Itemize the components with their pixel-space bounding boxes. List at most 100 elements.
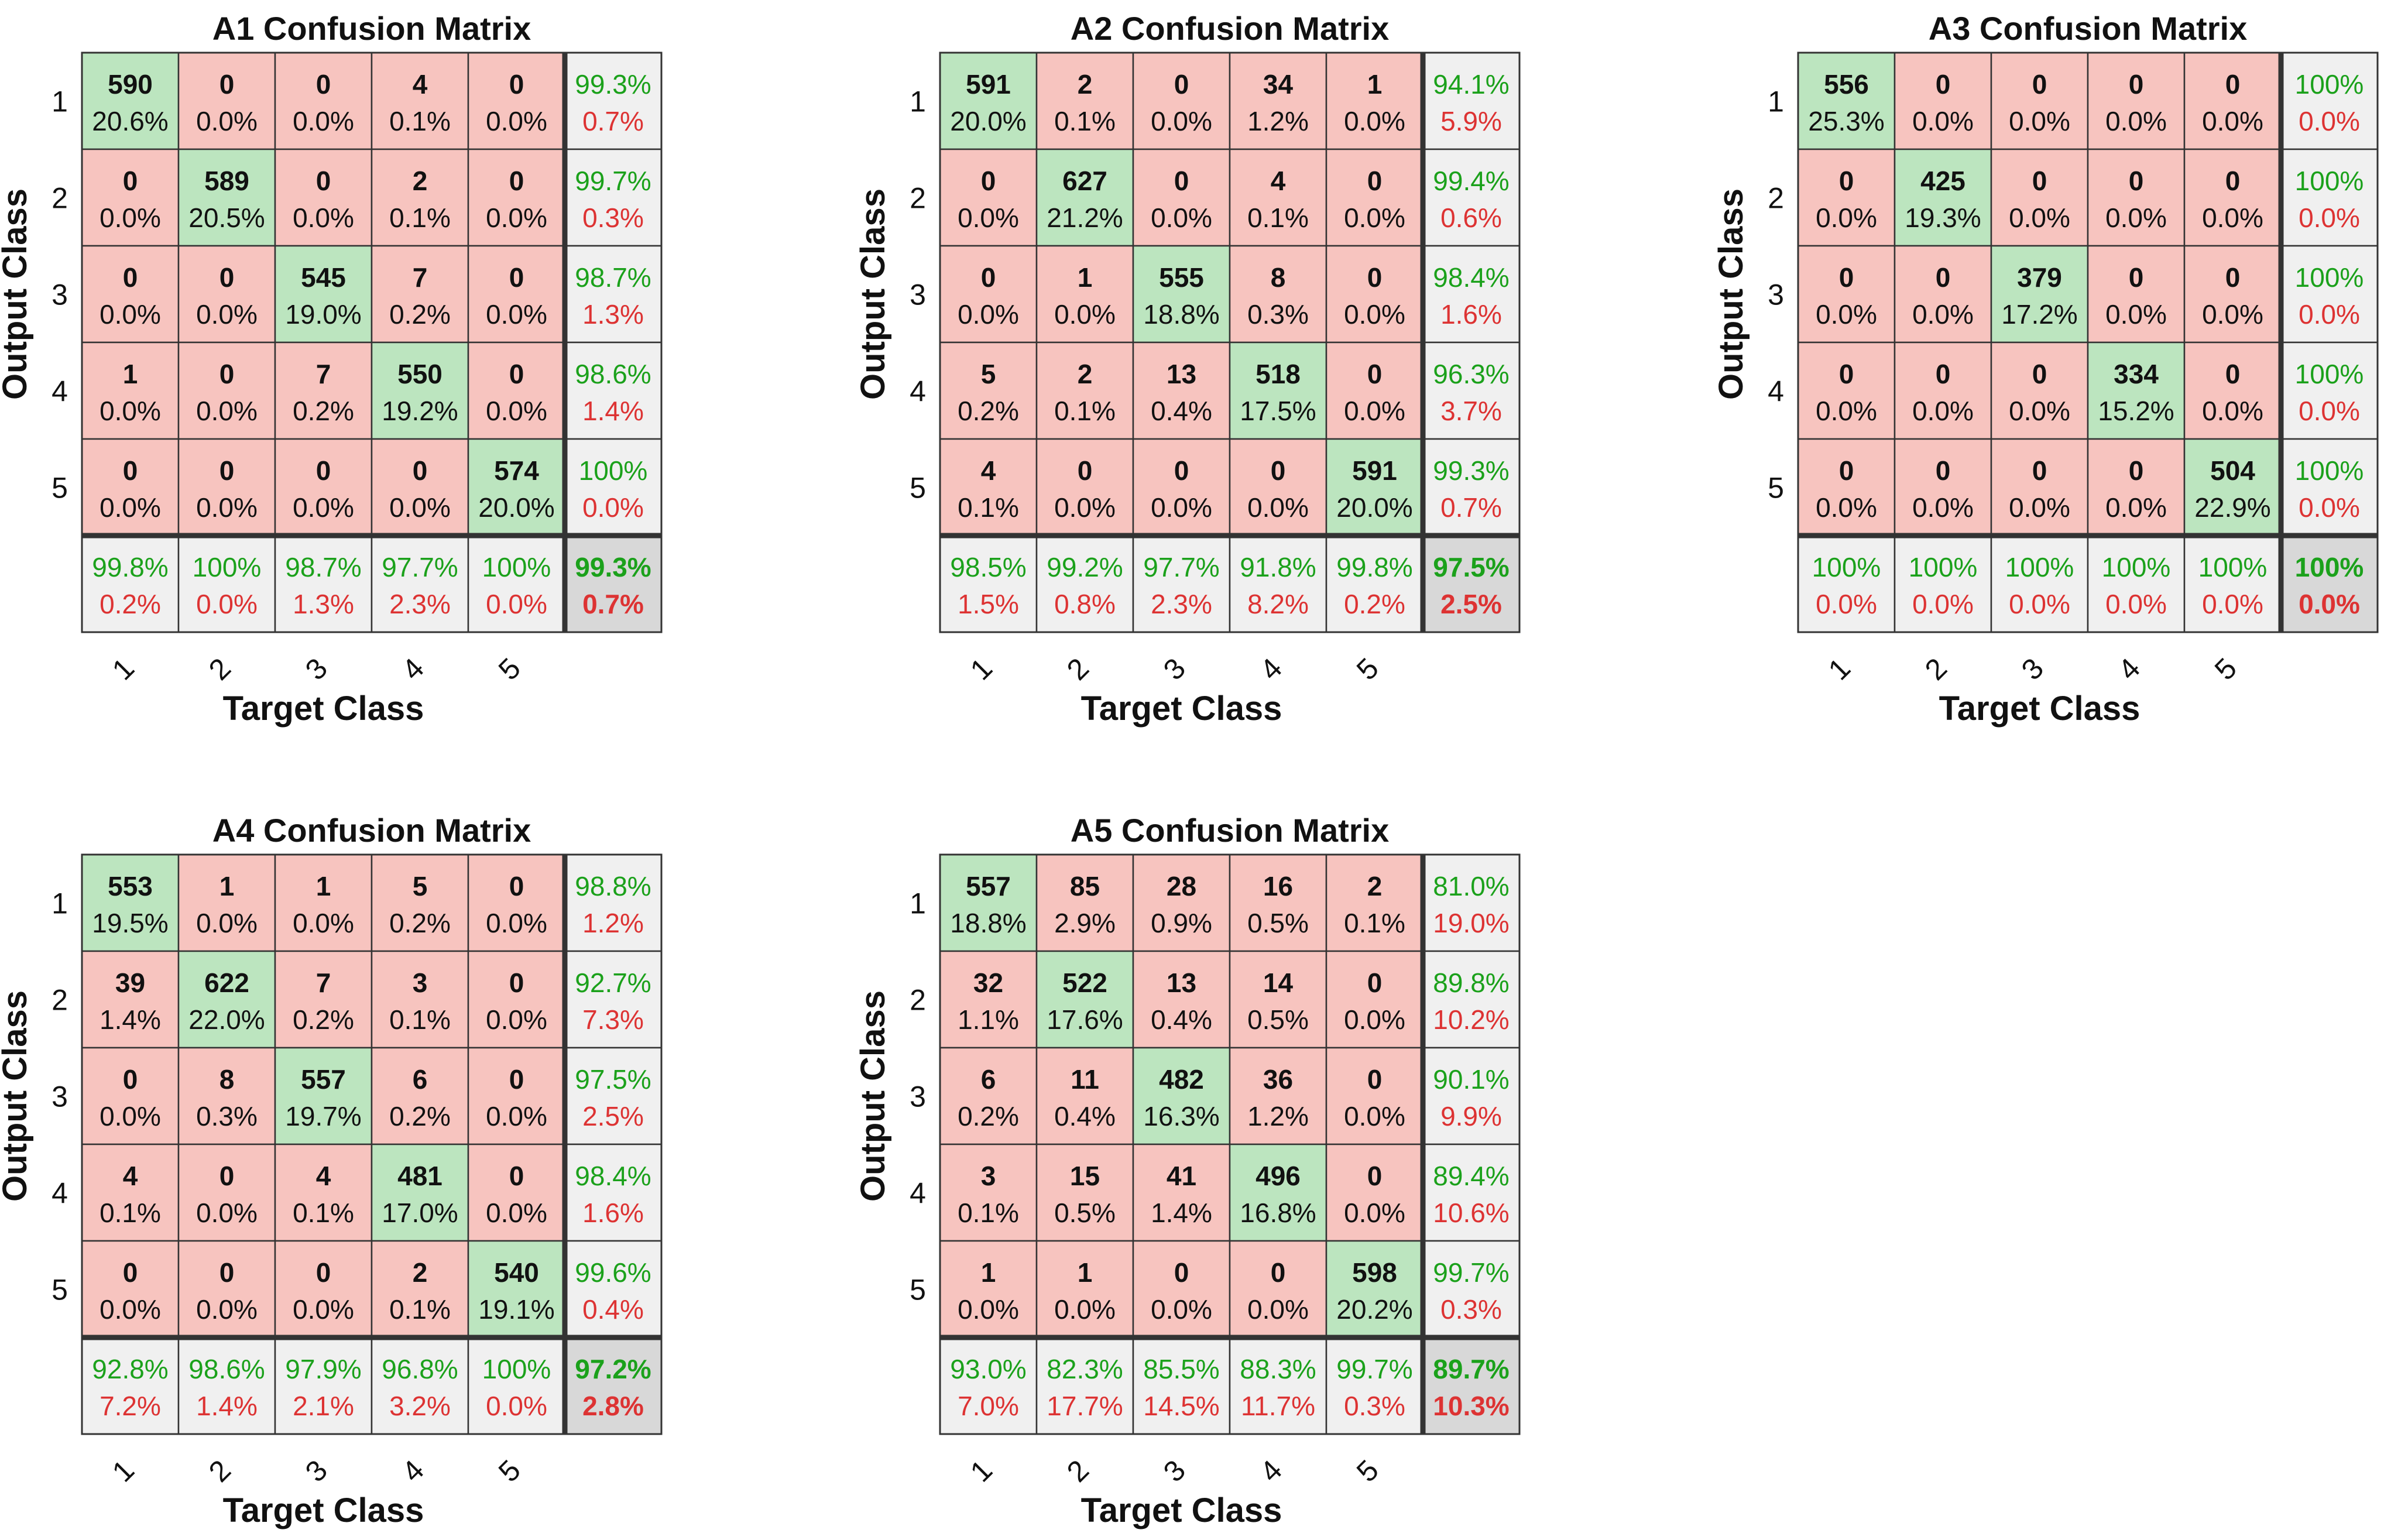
diagonal-cell (371, 341, 469, 440)
y-tick-label: 3 (52, 1081, 68, 1113)
cell-count: 0 (2129, 166, 2144, 196)
cell-percent: 1.4% (1151, 1198, 1212, 1228)
cell-percent: 0.0% (2105, 203, 2167, 233)
row-summary-correct: 100% (2295, 166, 2364, 196)
cell-percent: 0.5% (1054, 1198, 1116, 1228)
column-summary-cell (371, 1336, 469, 1435)
cell-count: 518 (1256, 359, 1301, 389)
x-axis-label: Target Class (1939, 690, 2141, 728)
cell-count: 2 (1367, 871, 1383, 901)
off-diagonal-cell (1797, 148, 1896, 247)
cell-percent: 0.0% (100, 1294, 161, 1325)
cell-count: 16 (1263, 871, 1293, 901)
off-diagonal-cell (81, 341, 180, 440)
off-diagonal-cell (371, 438, 469, 537)
off-diagonal-cell (177, 1240, 276, 1339)
column-summary-error: 0.0% (196, 589, 258, 619)
y-axis-label: Output Class (854, 990, 892, 1202)
column-summary-error: 0.3% (1344, 1391, 1405, 1421)
cell-percent: 0.4% (1151, 1004, 1212, 1035)
cell-count: 0 (509, 968, 524, 998)
cell-percent: 0.0% (958, 299, 1019, 330)
cell-percent: 0.1% (958, 1198, 1019, 1228)
y-tick-label: 1 (52, 887, 68, 920)
cell-count: 4 (316, 1161, 331, 1191)
column-summary-correct: 97.7% (382, 552, 458, 582)
cell-percent: 0.0% (2202, 299, 2263, 330)
off-diagonal-cell (1990, 341, 2089, 440)
x-tick-label: 5 (1350, 1453, 1385, 1488)
cell-percent: 0.0% (1247, 1294, 1309, 1325)
column-summary-error: 8.2% (1247, 589, 1309, 619)
cell-count: 0 (2129, 262, 2144, 293)
y-tick-label: 4 (910, 1177, 926, 1210)
off-diagonal-cell (177, 853, 276, 952)
cell-count: 7 (316, 359, 331, 389)
cell-count: 14 (1263, 968, 1294, 998)
cell-count: 0 (123, 262, 138, 293)
confusion-matrix-4: A4 Confusion Matrix55319.5%10.0%10.0%50.… (0, 812, 663, 1529)
y-tick-label: 3 (1768, 279, 1784, 311)
cell-count: 0 (123, 1257, 138, 1288)
off-diagonal-cell (1035, 1143, 1134, 1242)
cell-count: 6 (981, 1064, 996, 1095)
y-tick-label: 5 (910, 472, 926, 505)
cell-count: 0 (509, 359, 524, 389)
cell-count: 0 (1367, 1161, 1383, 1191)
overall-accuracy-cell (564, 1336, 663, 1435)
off-diagonal-cell (467, 1143, 566, 1242)
row-summary-correct: 98.6% (575, 359, 651, 389)
cell-percent: 17.0% (382, 1198, 458, 1228)
row-summary-correct: 99.4% (1433, 166, 1509, 196)
cell-count: 334 (2114, 359, 2159, 389)
off-diagonal-cell (1229, 950, 1328, 1049)
x-tick-label: 4 (1254, 1453, 1288, 1488)
off-diagonal-cell (467, 341, 566, 440)
off-diagonal-cell (1132, 1240, 1231, 1339)
overall-accuracy: 99.3% (575, 552, 651, 582)
cell-count: 598 (1352, 1257, 1397, 1288)
confusion-matrix-2: A2 Confusion Matrix59120.0%20.1%00.0%341… (854, 10, 1521, 728)
off-diagonal-cell (274, 950, 373, 1049)
column-summary-error: 0.2% (100, 589, 161, 619)
diagonal-cell (1132, 1047, 1231, 1145)
cell-percent: 0.0% (1344, 1101, 1405, 1131)
row-summary-cell (564, 1047, 663, 1145)
confusion-matrix-1: A1 Confusion Matrix 590 20.6% 0 0.0% 0 0.0% 4 0.… (0, 10, 663, 728)
cell-count: 2 (413, 166, 428, 196)
x-tick-label: 4 (2112, 651, 2146, 686)
column-summary-correct: 98.6% (188, 1354, 265, 1384)
column-summary-correct: 100% (482, 552, 551, 582)
cell-percent: 0.0% (1054, 1294, 1116, 1325)
x-tick-label: 4 (1254, 651, 1288, 686)
cell-count: 0 (1936, 455, 1951, 486)
row-summary-correct: 98.4% (1433, 262, 1509, 293)
off-diagonal-cell (2087, 245, 2186, 344)
cell-percent: 2.9% (1054, 908, 1116, 938)
cell-count: 0 (1271, 1257, 1286, 1288)
cell-percent: 0.0% (293, 908, 354, 938)
column-summary-correct: 98.5% (950, 552, 1026, 582)
diagonal-cell (177, 950, 276, 1049)
row-summary-cell (1422, 1240, 1521, 1339)
off-diagonal-cell (1325, 148, 1424, 247)
off-diagonal-cell (939, 1240, 1038, 1339)
cell-percent: 0.0% (1344, 203, 1405, 233)
cell-percent: 0.0% (2009, 106, 2070, 136)
x-tick-label: 5 (492, 651, 527, 686)
row-summary-cell (564, 853, 663, 952)
cell-count: 2 (413, 1257, 428, 1288)
cell-count: 85 (1070, 871, 1100, 901)
overall-accuracy-cell (564, 534, 663, 633)
row-summary-correct: 99.7% (575, 166, 651, 196)
cell-percent: 21.2% (1047, 203, 1123, 233)
off-diagonal-cell (274, 341, 373, 440)
row-summary-correct: 99.3% (1433, 455, 1509, 486)
cell-count: 0 (1936, 262, 1951, 293)
row-summary-correct: 81.0% (1433, 871, 1509, 901)
overall-accuracy: 97.5% (1433, 552, 1509, 582)
cell-count: 504 (2210, 455, 2255, 486)
diagonal-cell (177, 148, 276, 247)
row-summary-correct: 90.1% (1433, 1064, 1509, 1095)
cell-count: 0 (219, 262, 235, 293)
